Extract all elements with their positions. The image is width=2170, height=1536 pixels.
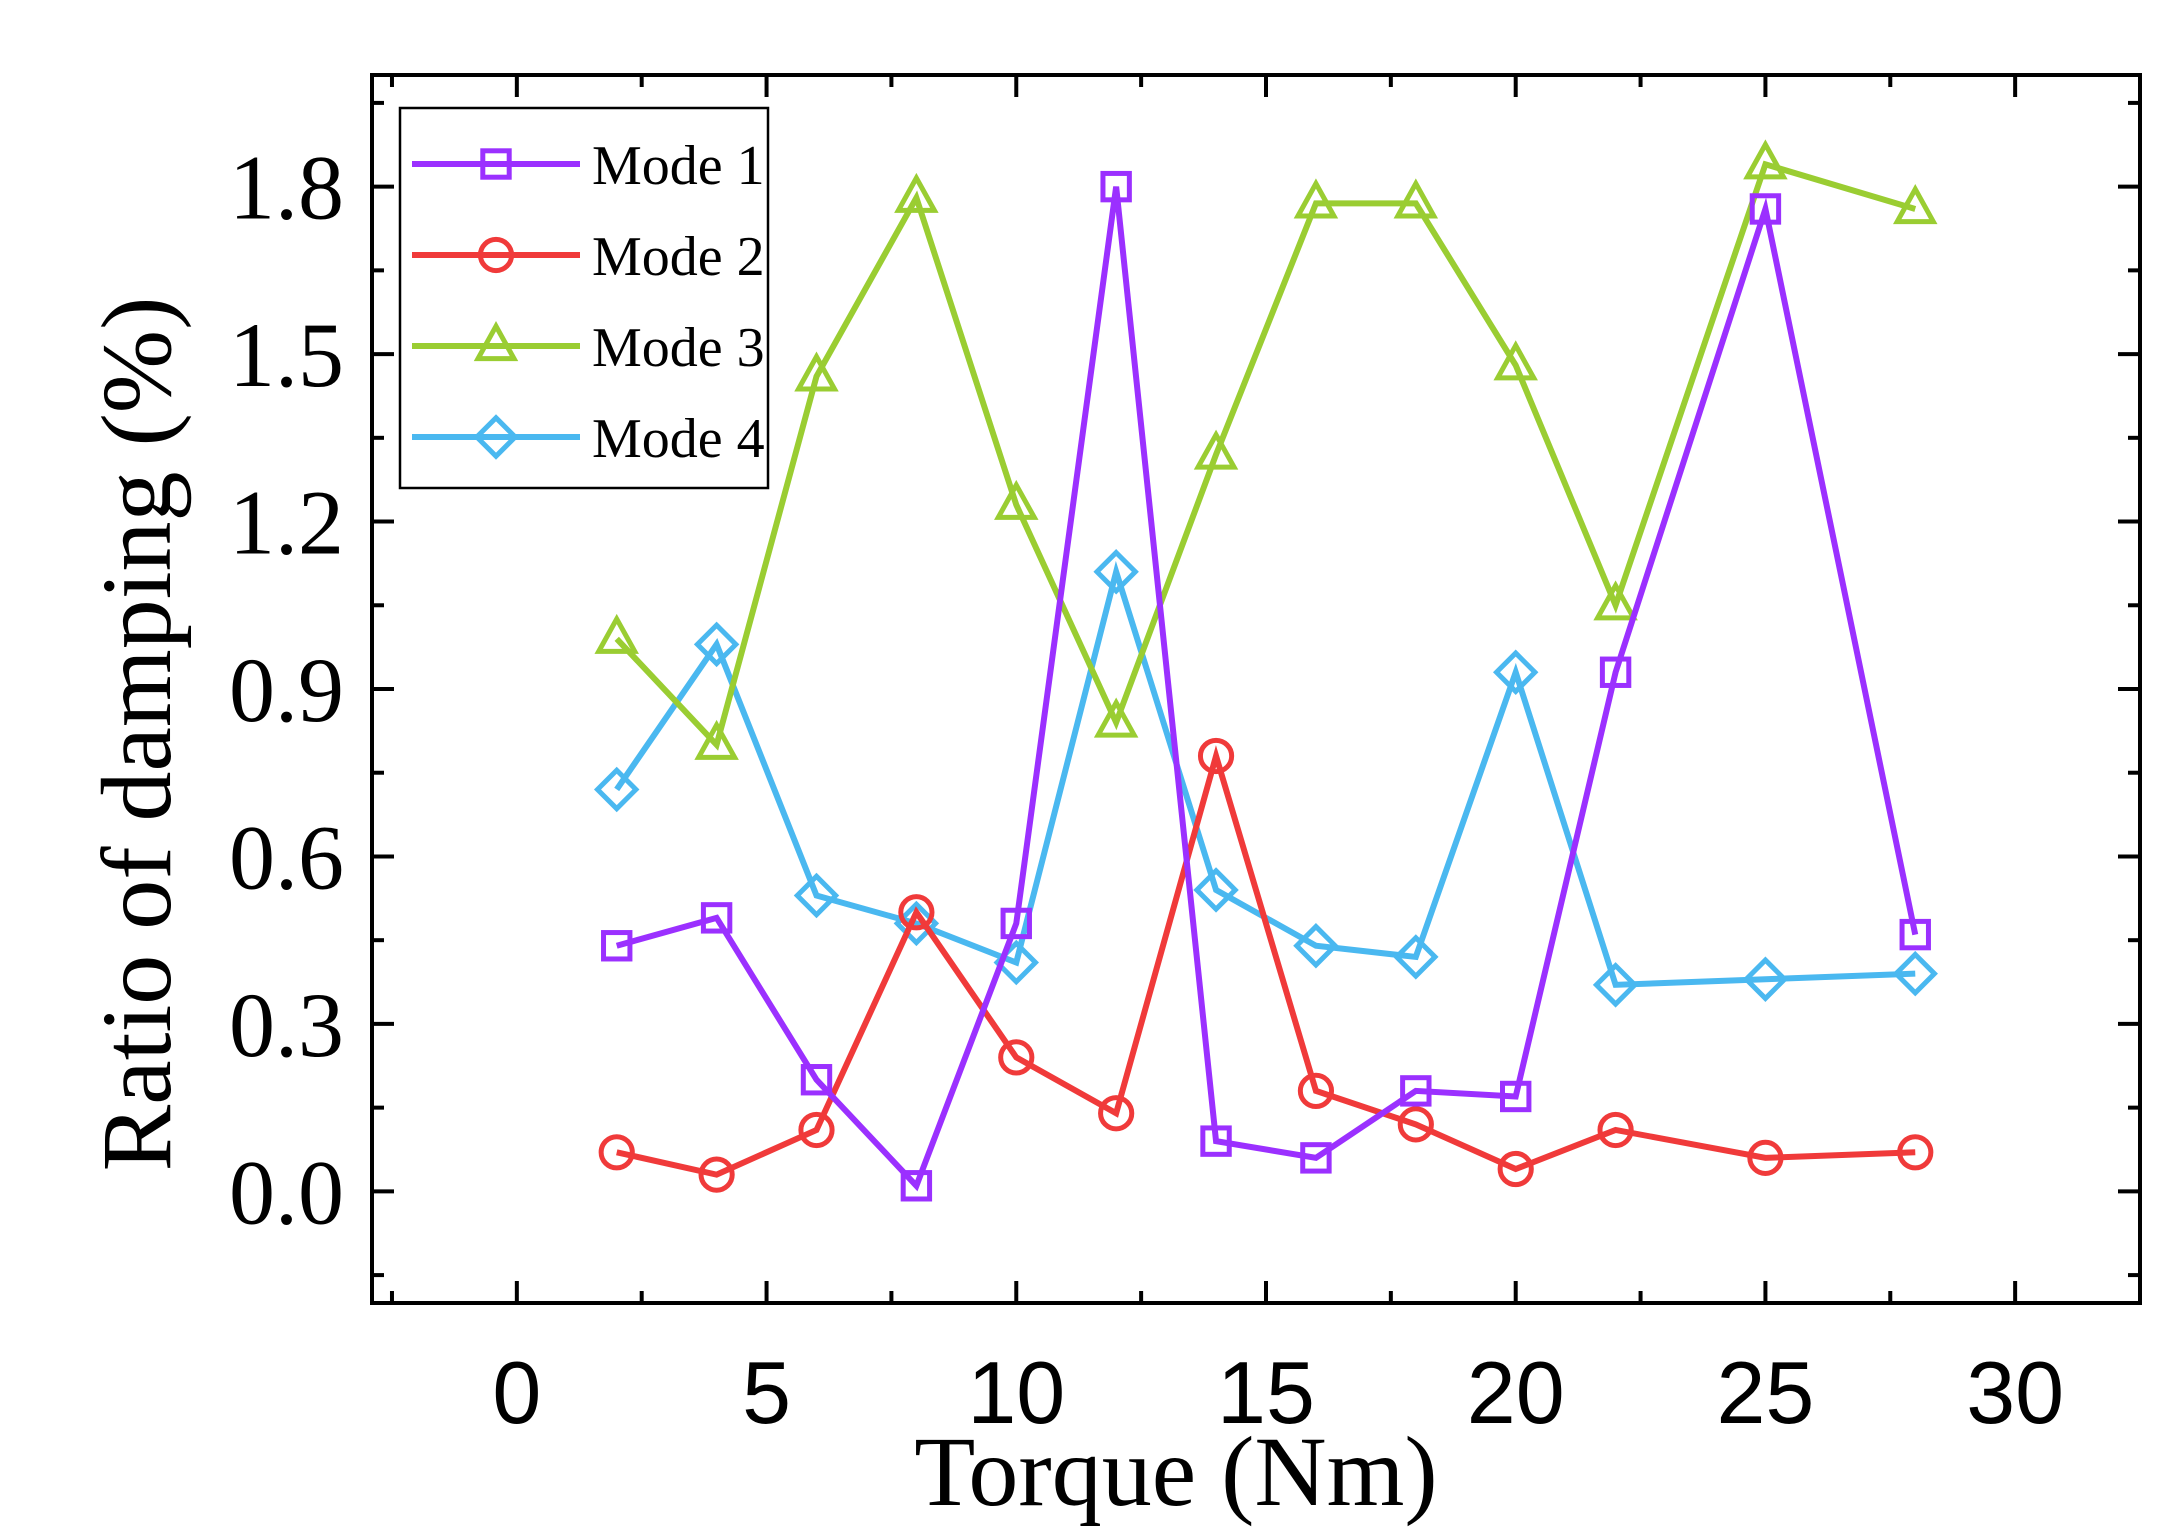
x-tick-label: 15 (1217, 1343, 1315, 1442)
data-point-mode-2 (1397, 1106, 1434, 1143)
data-point-mode-1 (1300, 1142, 1332, 1174)
x-tick-label: 5 (742, 1343, 791, 1442)
series-layer (593, 139, 1938, 1202)
x-tick-label: 30 (1966, 1343, 2064, 1442)
series-mode-4 (593, 549, 1938, 1008)
x-tick-label: 10 (967, 1343, 1065, 1442)
data-point-mode-2 (1897, 1134, 1934, 1171)
legend-marker-mode-1 (480, 148, 512, 180)
axes-layer: 0 5 10 15 20 25 30 0.0 0.3 0.6 0.9 1.2 1.5 1.8 (229, 75, 2142, 1442)
legend-item-mode-3: Mode 3 (412, 317, 765, 379)
data-point-mode-4 (1393, 934, 1439, 980)
series-line-mode-4 (614, 560, 1916, 988)
data-point-mode-3 (594, 613, 639, 654)
data-point-mode-4 (693, 621, 740, 668)
y-tick-label: 0.0 (229, 1141, 344, 1243)
data-point-mode-4 (1193, 867, 1239, 913)
data-point-mode-4 (1892, 950, 1938, 997)
data-point-mode-2 (998, 1039, 1035, 1076)
legend-marker-mode-4 (473, 414, 519, 460)
legend: Mode 1 Mode 2 Mode 3 Mode 4 (398, 106, 770, 490)
data-point-mode-4 (1492, 649, 1539, 695)
data-point-mode-1 (1599, 656, 1632, 688)
data-point-mode-4 (593, 766, 640, 813)
legend-item-mode-4: Mode 4 (412, 408, 765, 470)
data-point-mode-3 (794, 351, 839, 392)
data-point-mode-4 (1742, 956, 1789, 1002)
series-mode-2 (598, 737, 1934, 1193)
data-point-mode-1 (1000, 907, 1032, 940)
data-point-mode-4 (1293, 923, 1339, 969)
data-point-mode-2 (1597, 1111, 1634, 1149)
data-point-mode-2 (598, 1134, 635, 1171)
data-point-mode-1 (1400, 1075, 1432, 1107)
legend-marker-mode-3 (473, 321, 519, 362)
y-tick-label: 0.9 (229, 639, 344, 741)
series-line-mode-3 (614, 160, 1917, 751)
data-point-mode-2 (1747, 1139, 1784, 1176)
legend-marker-mode-2 (477, 236, 515, 274)
data-point-mode-3 (1593, 580, 1638, 621)
legend-label-mode-3: Mode 3 (592, 317, 765, 379)
data-point-mode-2 (1197, 737, 1235, 775)
data-point-mode-4 (1592, 962, 1639, 1008)
data-point-mode-3 (1293, 178, 1339, 219)
data-point-mode-1 (1500, 1080, 1532, 1113)
y-tick-label: 1.5 (229, 304, 344, 406)
data-point-mode-2 (698, 1156, 735, 1193)
data-point-mode-1 (1100, 170, 1132, 203)
legend-item-mode-1: Mode 1 (412, 135, 765, 197)
data-point-mode-4 (793, 872, 840, 919)
x-tick-label: 20 (1467, 1343, 1565, 1442)
data-point-mode-2 (898, 894, 935, 931)
data-point-mode-3 (1743, 139, 1788, 180)
y-tick-label: 0.3 (229, 974, 344, 1076)
series-line-mode-1 (615, 186, 1919, 1192)
y-axis-title: Ratio of damping (%) (81, 297, 192, 1172)
data-point-mode-3 (1493, 340, 1538, 381)
data-point-mode-2 (1297, 1072, 1335, 1109)
data-point-mode-2 (1098, 1095, 1135, 1132)
legend-label-mode-4: Mode 4 (592, 408, 765, 470)
legend-label-mode-1: Mode 1 (592, 135, 765, 197)
y-tick-label: 1.2 (229, 472, 344, 574)
data-point-mode-1 (601, 930, 633, 962)
data-point-mode-3 (694, 719, 739, 760)
x-tick-label: 25 (1716, 1343, 1814, 1442)
data-point-mode-3 (1193, 429, 1239, 470)
data-point-mode-2 (1497, 1150, 1534, 1188)
data-point-mode-1 (1749, 193, 1782, 225)
data-point-mode-1 (800, 1064, 833, 1096)
legend-box (398, 106, 770, 490)
legend-label-mode-2: Mode 2 (592, 226, 765, 288)
data-point-mode-1 (700, 902, 733, 934)
data-point-mode-1 (1899, 918, 1931, 951)
y-tick-label: 0.6 (229, 806, 344, 908)
legend-item-mode-2: Mode 2 (412, 226, 765, 288)
data-point-mode-3 (894, 172, 939, 213)
data-point-mode-4 (1093, 549, 1139, 595)
series-mode-1 (601, 170, 1931, 1202)
series-line-mode-2 (616, 745, 1916, 1178)
data-point-mode-2 (798, 1111, 835, 1149)
y-tick-label: 1.8 (229, 137, 344, 239)
series-mode-3 (594, 139, 1938, 760)
data-point-mode-1 (1200, 1125, 1232, 1157)
data-point-mode-3 (1393, 178, 1439, 219)
data-point-mode-1 (900, 1170, 933, 1202)
x-tick-label: 0 (492, 1343, 541, 1442)
data-point-mode-3 (994, 479, 1039, 520)
x-axis-title: Torque (Nm) (914, 1416, 1437, 1527)
data-point-mode-3 (1893, 184, 1938, 225)
data-point-mode-3 (1093, 697, 1139, 738)
